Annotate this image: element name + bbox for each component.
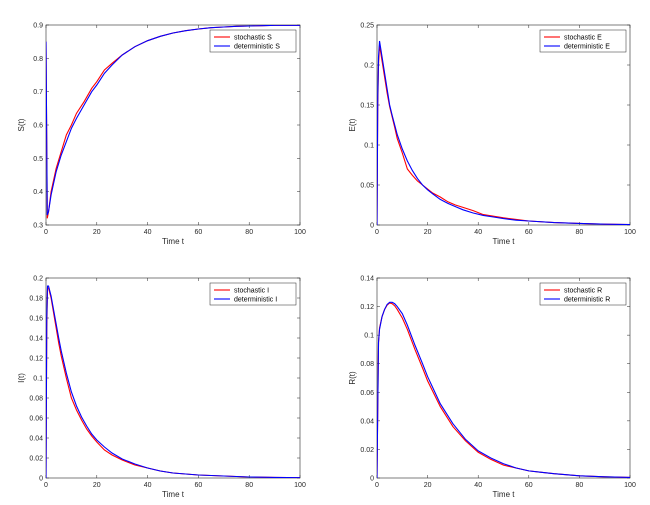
x-tick-label: 40 [474,229,482,236]
y-tick-label: 0.18 [29,296,43,303]
y-tick-label: 0.1 [364,143,374,150]
legend-entry: stochastic S [234,35,272,42]
x-tick-label: 60 [525,482,533,489]
y-tick-label: 0.5 [33,156,43,163]
x-axis-label: Time t [493,237,516,246]
y-tick-label: 0.06 [29,416,43,423]
x-tick-label: 0 [44,229,48,236]
legend-box [209,29,297,53]
series-line-deterministic-e [377,40,630,225]
axes-box-i [45,277,301,479]
legend-box [539,282,627,306]
y-axis-label: R(t) [348,371,357,385]
x-tick-label: 60 [525,229,533,236]
y-tick-label: 0.15 [360,103,374,110]
y-tick-label: 0.14 [360,276,374,283]
x-tick-label: 20 [424,482,432,489]
x-axis-label: Time t [162,237,185,246]
legend-box [209,282,297,306]
legend-entry: deterministic R [564,297,610,304]
y-axis-label: I(t) [17,373,26,383]
x-tick-label: 60 [195,482,203,489]
legend-e: stochastic E deterministic E [539,29,627,53]
x-tick-label: 100 [624,229,636,236]
x-tick-label: 0 [375,482,379,489]
y-tick-label: 0.3 [33,223,43,230]
x-tick-label: 80 [245,229,253,236]
legend-i: stochastic I deterministic I [209,282,297,306]
x-tick-label: 40 [144,482,152,489]
y-tick-label: 0.7 [33,89,43,96]
y-tick-label: 0 [39,476,43,483]
y-tick-label: 0.04 [360,418,374,425]
legend-entry: stochastic R [564,288,602,295]
y-tick-label: 0.6 [33,123,43,130]
legend-entry: deterministic E [564,44,610,51]
x-tick-label: 80 [576,482,584,489]
axes-box-e [376,24,631,226]
y-tick-label: 0.02 [360,447,374,454]
x-tick-label: 0 [375,229,379,236]
legend-box [539,29,627,53]
y-tick-label: 0.9 [33,23,43,30]
x-tick-label: 100 [294,229,306,236]
y-tick-label: 0.4 [33,189,43,196]
subplot-e: 0 20 40 60 80 100 0 0.05 0.1 0.15 0.2 0.25 Time t E(t… [348,23,636,247]
y-tick-label: 0.08 [29,396,43,403]
x-tick-label: 80 [245,482,253,489]
y-axis-label: S(t) [17,118,26,131]
y-tick-label: 0.2 [364,63,374,70]
legend-r: stochastic R deterministic R [539,282,627,306]
y-tick-label: 0.2 [33,276,43,283]
x-tick-label: 20 [93,229,101,236]
series-line-deterministic-i [46,285,300,478]
y-tick-label: 0.06 [360,390,374,397]
y-axis-label: E(t) [348,118,357,131]
x-tick-label: 0 [44,482,48,489]
axes-box-s [45,24,301,226]
x-axis-label: Time t [162,490,185,499]
y-tick-label: 0.05 [360,183,374,190]
x-tick-label: 40 [144,229,152,236]
legend-s: stochastic S deterministic S [209,29,297,53]
x-tick-label: 100 [624,482,636,489]
x-tick-label: 100 [294,482,306,489]
x-tick-label: 40 [474,482,482,489]
x-tick-label: 60 [195,229,203,236]
legend-entry: stochastic E [564,35,602,42]
y-tick-label: 0.25 [360,23,374,30]
y-tick-label: 0.08 [360,361,374,368]
y-tick-label: 0.14 [29,336,43,343]
y-tick-label: 0.16 [29,316,43,323]
legend-entry: deterministic S [234,44,280,51]
x-tick-label: 20 [93,482,101,489]
series-line-deterministic-s [46,25,300,216]
axes-box-r [376,277,631,479]
y-tick-label: 0.12 [29,356,43,363]
x-axis-label: Time t [493,490,516,499]
y-tick-label: 0.1 [364,333,374,340]
y-tick-label: 0.1 [33,376,43,383]
y-tick-label: 0 [370,223,374,230]
legend-entry: deterministic I [234,297,277,304]
subplot-s: 0 20 40 60 80 100 0.3 0.4 0.5 0.6 0.7 0.8 0.9 Time t S… [17,23,306,247]
y-tick-label: 0.12 [360,304,374,311]
y-tick-label: 0 [370,476,374,483]
subplot-i: 0 20 40 60 80 100 0 0.02 0.04 0.06 0.08 0.1 0.12 0.14… [17,276,306,500]
x-tick-label: 20 [424,229,432,236]
legend-entry: stochastic I [234,288,269,295]
x-tick-label: 80 [576,229,584,236]
y-tick-label: 0.8 [33,56,43,63]
y-tick-label: 0.02 [29,456,43,463]
series-line-deterministic-r [377,301,630,478]
y-tick-label: 0.04 [29,436,43,443]
subplot-r: 0 20 40 60 80 100 0 0.02 0.04 0.06 0.08 0.1 0.12 0.14… [348,276,636,500]
